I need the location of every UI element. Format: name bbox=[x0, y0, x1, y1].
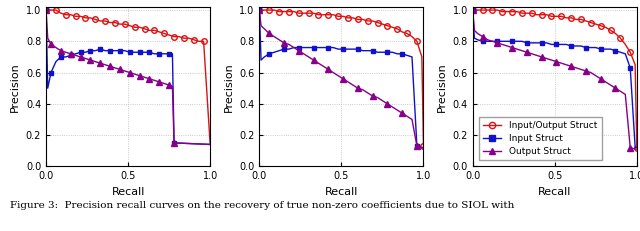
Text: Figure 3:  Precision recall curves on the recovery of true non-zero coefficients: Figure 3: Precision recall curves on the… bbox=[10, 201, 514, 210]
X-axis label: Recall: Recall bbox=[324, 187, 358, 197]
X-axis label: Recall: Recall bbox=[111, 187, 145, 197]
X-axis label: Recall: Recall bbox=[538, 187, 572, 197]
Y-axis label: Precision: Precision bbox=[10, 62, 20, 112]
Y-axis label: Precision: Precision bbox=[223, 62, 234, 112]
Legend: Input/Output Struct, Input Struct, Output Struct: Input/Output Struct, Input Struct, Outpu… bbox=[479, 117, 602, 160]
Y-axis label: Precision: Precision bbox=[437, 62, 447, 112]
